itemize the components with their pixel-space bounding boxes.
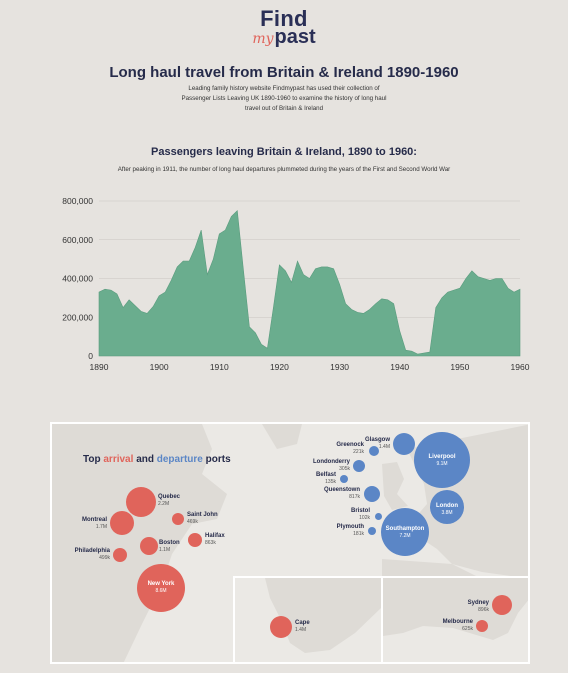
southampton-label: Southampton 7.2M — [385, 526, 425, 539]
plymouth-label: Plymouth 181k — [336, 524, 364, 537]
new-york-bubble — [137, 564, 185, 612]
liverpool-bubble — [414, 432, 470, 488]
queenstown-bubble — [364, 486, 380, 502]
x-tick-label: 1910 — [210, 362, 229, 372]
south-africa-landmass — [265, 578, 381, 653]
montreal-bubble — [110, 511, 134, 535]
y-tick-label: 0 — [88, 351, 93, 361]
x-tick-label: 1940 — [390, 362, 409, 372]
queenstown-label: Queenstown 817k — [323, 487, 360, 500]
x-tick-label: 1960 — [511, 362, 530, 372]
passenger-area-series — [98, 210, 521, 357]
x-tick-label: 1900 — [150, 362, 169, 372]
australia-inset: Sydney 896k Melbourne 625k — [381, 576, 528, 662]
melbourne-bubble — [476, 620, 488, 632]
x-tick-label: 1950 — [450, 362, 469, 372]
findmypast-logo: Find mypast — [0, 6, 568, 49]
quebec-label: Quebec 2.2M — [158, 494, 181, 507]
ports-map: Top arrival and departure ports Quebec 2.… — [50, 422, 530, 664]
page-title: Long haul travel from Britain & Ireland … — [109, 64, 459, 81]
cape-bubble — [270, 616, 292, 638]
chart-title: Passengers leaving Britain & Ireland, 18… — [151, 146, 417, 158]
chart-subtitle: After peaking in 1911, the number of lon… — [117, 166, 451, 173]
montreal-label: Montreal 1.7M — [81, 517, 107, 530]
boston-bubble — [140, 537, 158, 555]
x-tick-label: 1920 — [270, 362, 289, 372]
london-bubble — [430, 490, 464, 524]
southampton-bubble — [381, 508, 429, 556]
halifax-bubble — [188, 533, 202, 547]
x-tick-label: 1930 — [330, 362, 349, 372]
londonderry-bubble — [353, 460, 365, 472]
y-tick-label: 400,000 — [62, 274, 93, 284]
intro-text: Leading family history website Findmypas… — [181, 85, 387, 112]
cape-label: Cape 1.4M — [295, 620, 310, 633]
london-label: London 3.8M — [436, 503, 458, 516]
australia-landmass — [383, 578, 528, 640]
saint-john-label: Saint John 469k — [187, 512, 218, 525]
south-africa-inset: Cape 1.4M — [233, 576, 383, 662]
ports-title: Top arrival and departure ports — [83, 454, 231, 465]
sydney-label: Sydney 896k — [467, 600, 489, 613]
melbourne-label: Melbourne 625k — [442, 619, 473, 632]
sydney-bubble — [492, 595, 512, 615]
philadelphia-label: Philadelphia 499k — [74, 548, 110, 561]
greenock-bubble — [369, 446, 379, 456]
y-tick-label: 600,000 — [62, 235, 93, 245]
logo-find: Find — [260, 6, 308, 31]
bristol-label: Bristol 102k — [350, 508, 370, 521]
passengers-area-chart: 0 200,000 400,000 600,000 800,000 1890 1900 191… — [62, 196, 530, 372]
halifax-label: Halifax 863k — [205, 533, 225, 546]
belfast-bubble — [340, 475, 348, 483]
plymouth-bubble — [368, 527, 376, 535]
new-york-label: New York 8.6M — [147, 581, 175, 594]
belfast-label: Belfast 135k — [315, 472, 336, 485]
glasgow-bubble — [393, 433, 415, 455]
x-tick-label: 1890 — [90, 362, 109, 372]
bristol-bubble — [375, 513, 382, 520]
philadelphia-bubble — [113, 548, 127, 562]
liverpool-label: Liverpool 9.1M — [428, 454, 456, 467]
greenock-label: Greenock 221k — [336, 442, 364, 455]
greenland-landmass — [262, 424, 302, 449]
y-tick-label: 800,000 — [62, 196, 93, 206]
logo-mypast: mypast — [252, 26, 316, 48]
londonderry-label: Londonderry 305k — [313, 459, 350, 472]
boston-label: Boston 1.1M — [159, 540, 180, 553]
glasgow-label: Glasgow 1.4M — [364, 437, 390, 450]
north-america-landmass — [52, 424, 227, 662]
saint-john-bubble — [172, 513, 184, 525]
quebec-bubble — [126, 487, 156, 517]
y-tick-label: 200,000 — [62, 312, 93, 322]
